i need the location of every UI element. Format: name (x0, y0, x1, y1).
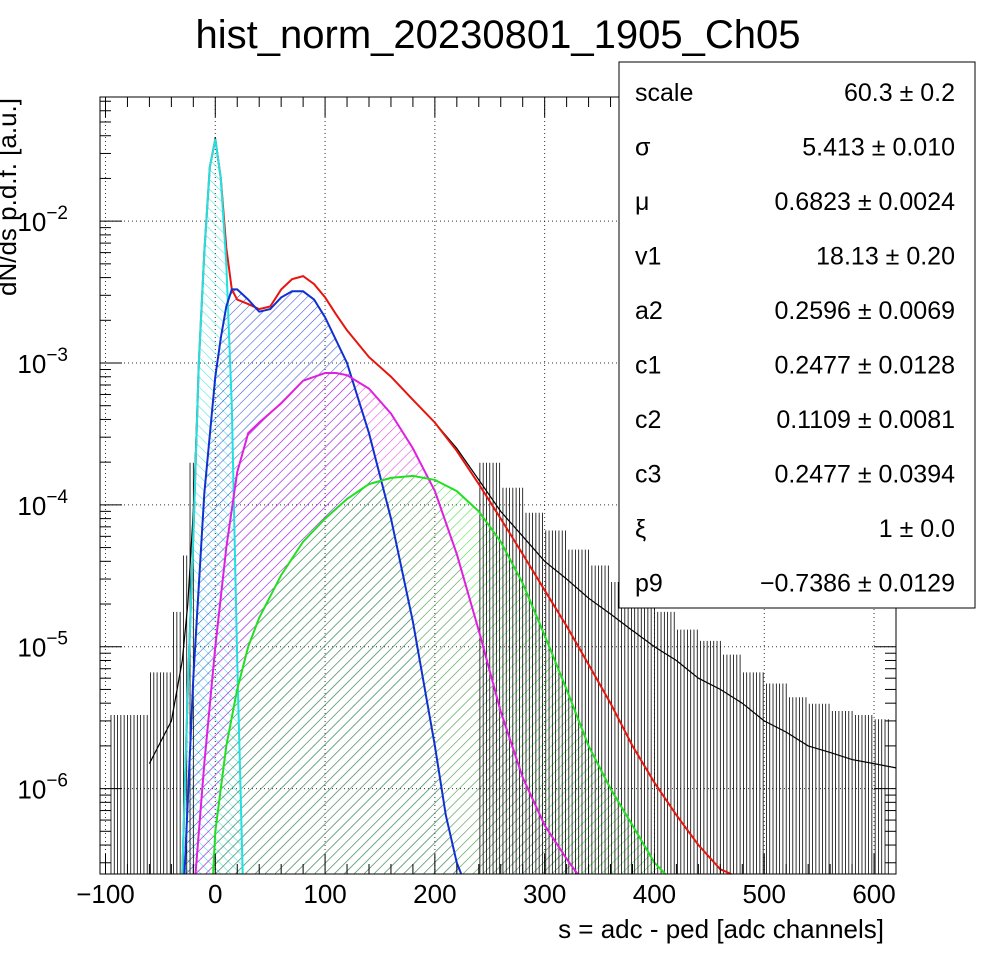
stat-name: c1 (635, 352, 661, 380)
x-tick-label: 100 (303, 879, 346, 909)
stat-name: ξ (635, 515, 646, 543)
stat-name: σ (635, 134, 651, 162)
x-tick-label: 0 (208, 879, 222, 909)
y-axis-label: dN/ds p.d.f. [a.u.] (0, 98, 22, 296)
stats-box-frame (618, 61, 976, 609)
stat-value: −0.7386 ± 0.0129 (760, 570, 955, 598)
stat-name: p9 (635, 570, 663, 598)
stat-value: 0.1109 ± 0.0081 (776, 406, 955, 434)
chart-title: hist_norm_20230801_1905_Ch05 (196, 13, 801, 57)
y-tick-label: 10−2 (17, 203, 68, 237)
y-tick-label: 10−4 (17, 487, 68, 521)
stat-name: c2 (635, 406, 661, 434)
series-lines (110, 137, 897, 875)
component-line (181, 138, 244, 875)
component-line (212, 474, 667, 875)
x-tick-label: 500 (743, 879, 786, 909)
stat-value: 0.6823 ± 0.0024 (774, 188, 955, 216)
stat-name: μ (635, 188, 649, 216)
x-tick-label: 400 (633, 879, 676, 909)
stat-value: 0.2477 ± 0.0394 (774, 461, 955, 489)
stat-name: c3 (635, 461, 661, 489)
y-tick-label: 10−3 (17, 345, 68, 379)
x-tick-label: 200 (413, 879, 456, 909)
stat-value: 0.2596 ± 0.0069 (774, 297, 955, 325)
stat-value: 5.413 ± 0.010 (802, 134, 955, 162)
stat-name: scale (635, 79, 693, 107)
x-tick-label: 300 (523, 879, 566, 909)
stat-value: 1 ± 0.0 (879, 515, 955, 543)
stat-value: 0.2477 ± 0.0128 (774, 352, 955, 380)
component-line (183, 288, 463, 875)
x-tick-label: 600 (852, 879, 895, 909)
stat-name: a2 (635, 297, 663, 325)
stat-value: 60.3 ± 0.2 (844, 79, 955, 107)
component-line (194, 372, 579, 875)
y-tick-label: 10−6 (17, 771, 68, 805)
x-tick-label: −100 (76, 879, 135, 909)
y-tick-label: 10−5 (17, 629, 68, 663)
stat-name: v1 (635, 243, 661, 271)
x-axis-label: s = adc - ped [adc channels] (558, 914, 884, 944)
component-fills (182, 138, 666, 874)
stat-value: 18.13 ± 0.20 (816, 243, 955, 271)
fit-parameters-box: scale 60.3 ± 0.2 σ 5.413 ± 0.010 μ 0.6823 ± 0… (618, 61, 976, 609)
